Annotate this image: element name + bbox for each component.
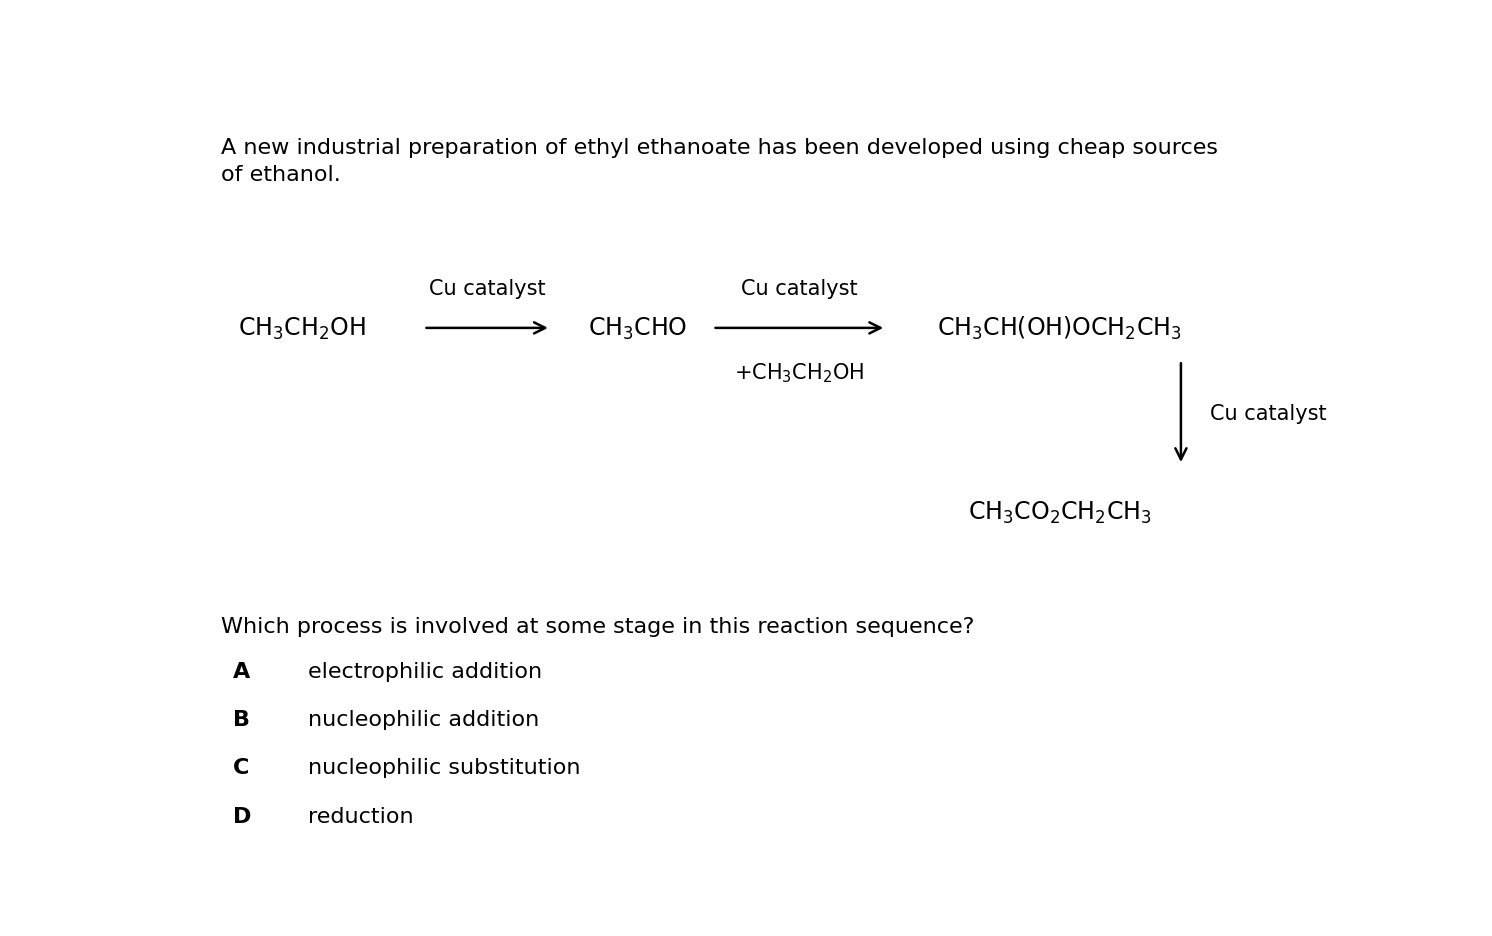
Text: nucleophilic addition: nucleophilic addition	[307, 709, 539, 729]
Text: Cu catalyst: Cu catalyst	[428, 278, 546, 299]
Text: B: B	[233, 709, 249, 729]
Text: $\mathregular{CH_3CH_2OH}$: $\mathregular{CH_3CH_2OH}$	[239, 315, 366, 342]
Text: Which process is involved at some stage in this reaction sequence?: Which process is involved at some stage …	[221, 617, 974, 636]
Text: C: C	[233, 757, 249, 778]
Text: $\mathregular{CH_3CO_2CH_2CH_3}$: $\mathregular{CH_3CO_2CH_2CH_3}$	[968, 499, 1152, 525]
Text: Cu catalyst: Cu catalyst	[742, 278, 858, 299]
Text: D: D	[233, 806, 251, 826]
Text: electrophilic addition: electrophilic addition	[307, 661, 542, 680]
Text: reduction: reduction	[307, 806, 413, 826]
Text: $\mathregular{CH_3CHO}$: $\mathregular{CH_3CHO}$	[588, 315, 688, 342]
Text: $\mathregular{+ CH_3CH_2OH}$: $\mathregular{+ CH_3CH_2OH}$	[734, 361, 864, 385]
Text: nucleophilic substitution: nucleophilic substitution	[307, 757, 580, 778]
Text: Cu catalyst: Cu catalyst	[1210, 403, 1326, 423]
Text: A: A	[233, 661, 251, 680]
Text: A new industrial preparation of ethyl ethanoate has been developed using cheap s: A new industrial preparation of ethyl et…	[221, 138, 1217, 184]
Text: $\mathregular{CH_3CH(OH)OCH_2CH_3}$: $\mathregular{CH_3CH(OH)OCH_2CH_3}$	[937, 314, 1182, 343]
